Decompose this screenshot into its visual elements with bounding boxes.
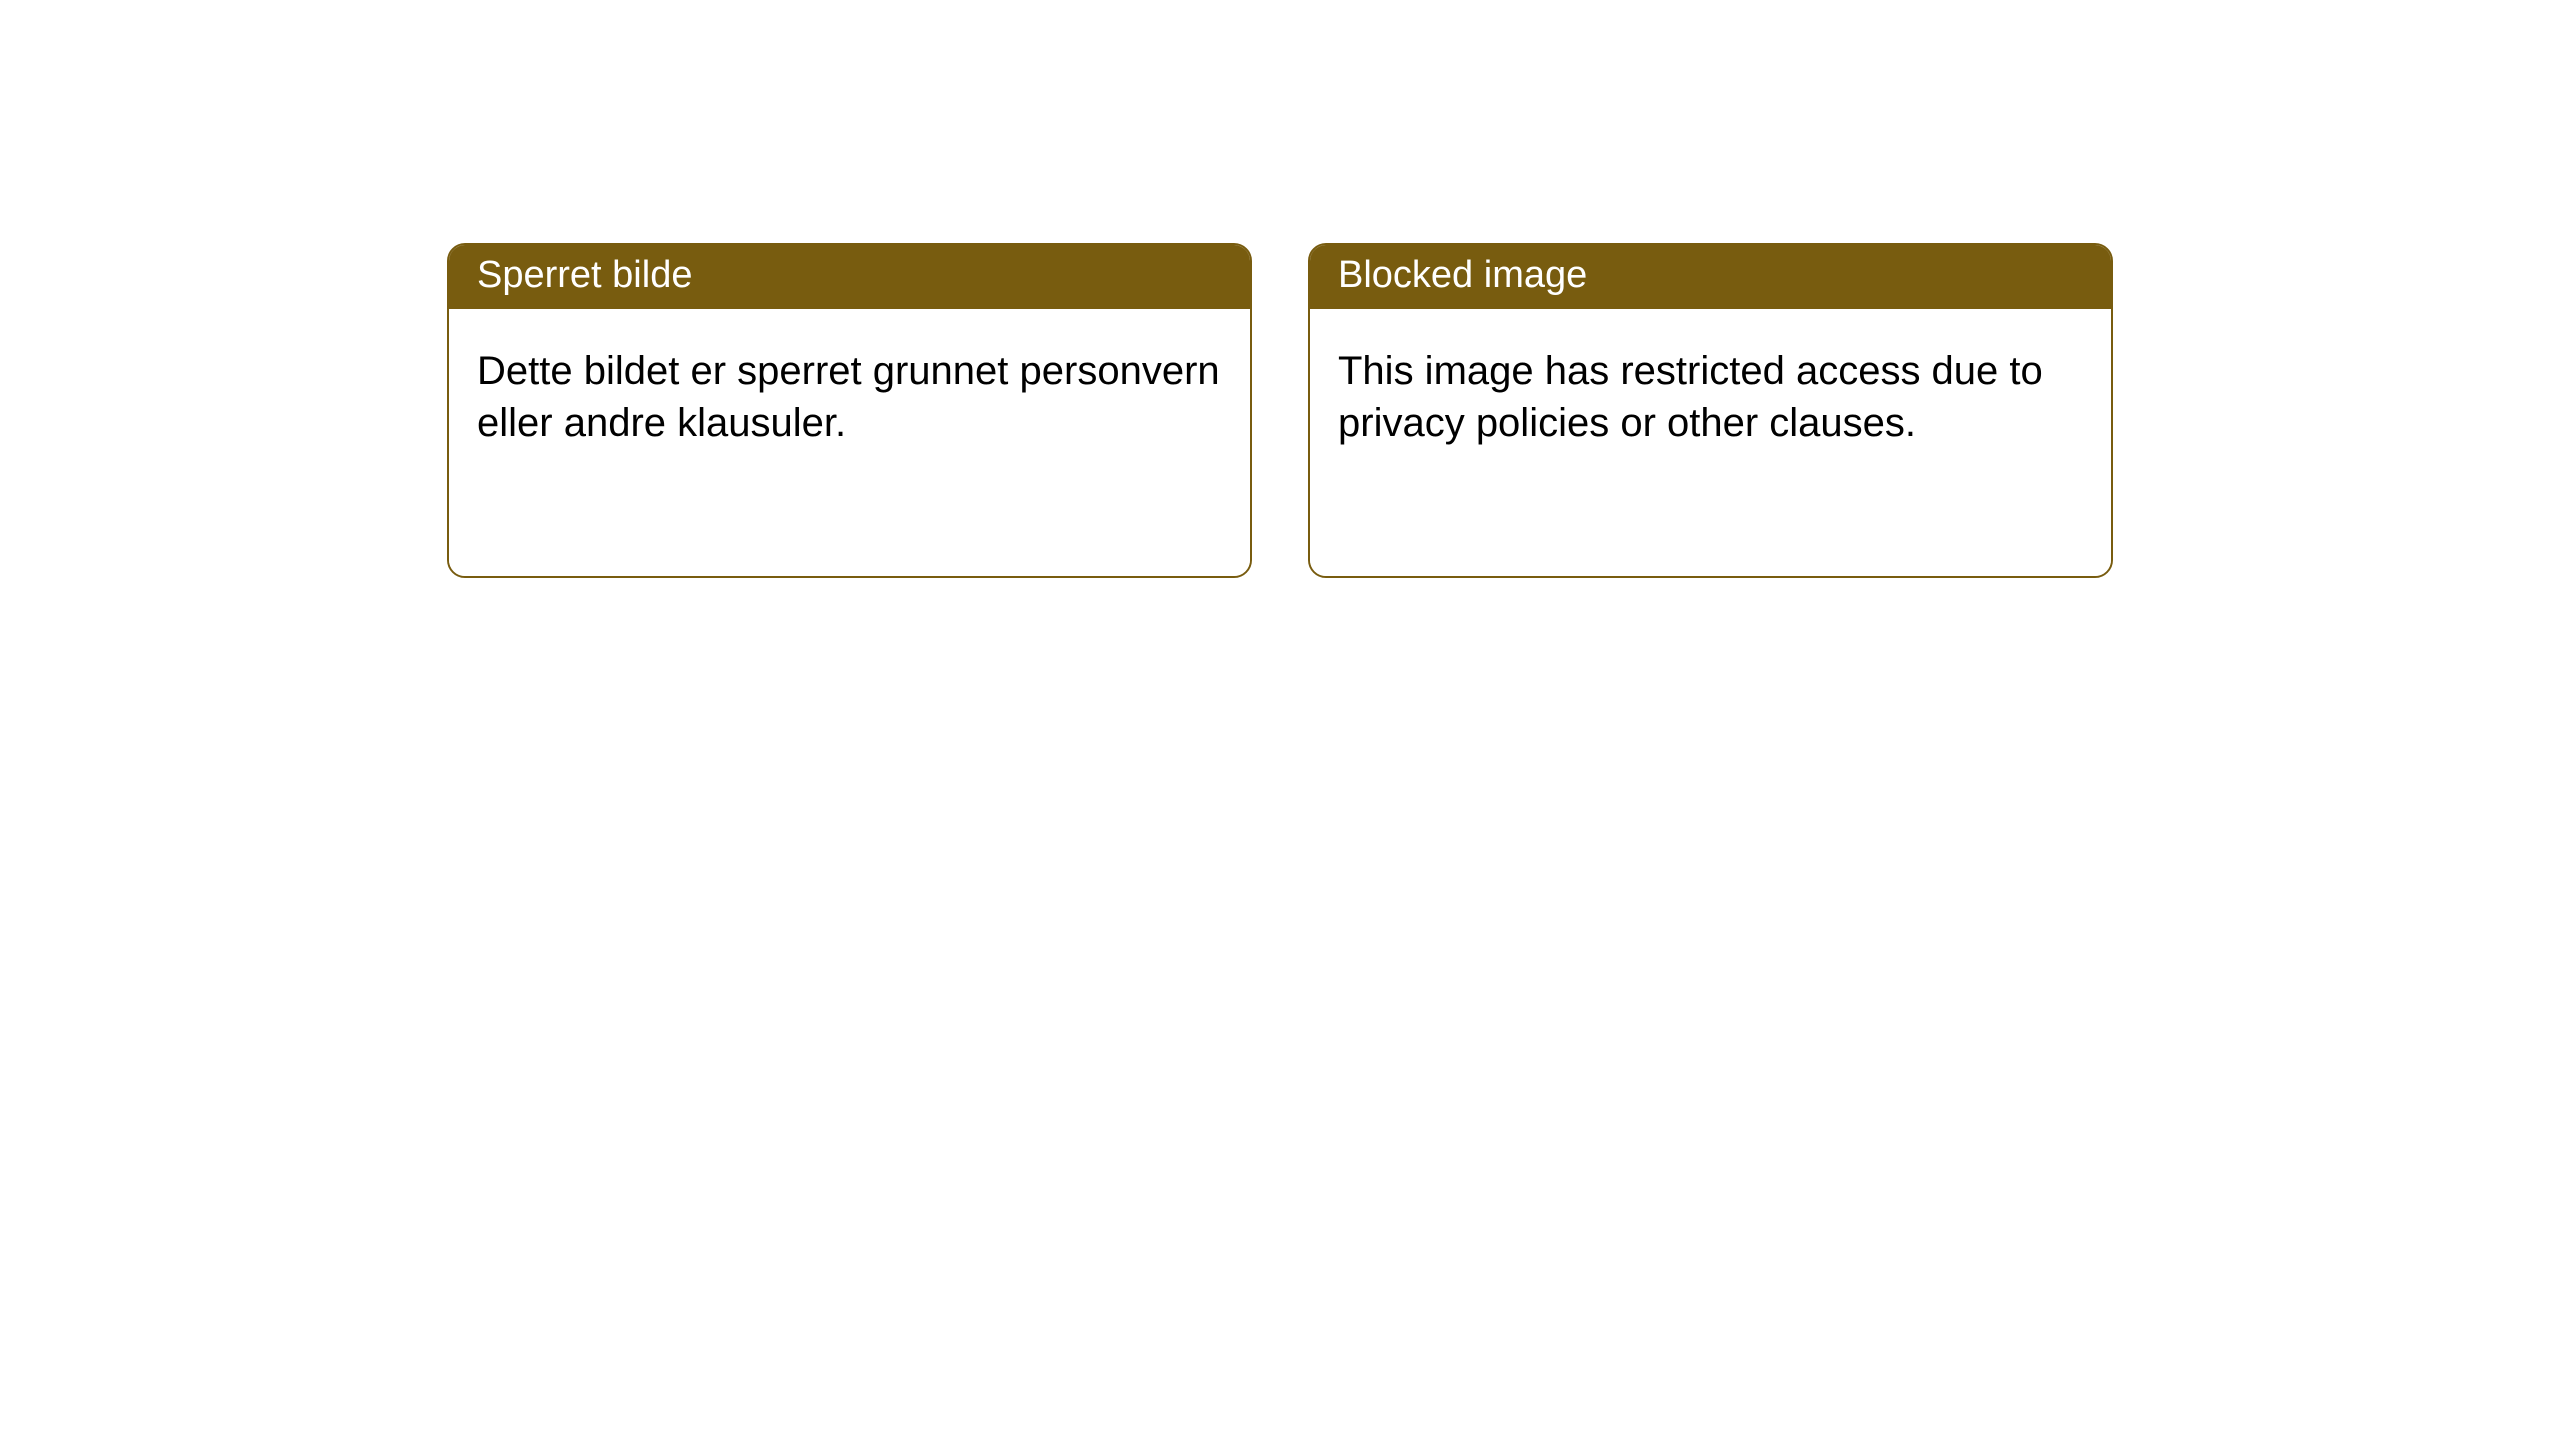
notice-card-norwegian: Sperret bilde Dette bildet er sperret gr… — [447, 243, 1252, 578]
notice-body-english: This image has restricted access due to … — [1310, 309, 2111, 576]
notice-header-norwegian: Sperret bilde — [449, 245, 1250, 309]
notice-body-norwegian: Dette bildet er sperret grunnet personve… — [449, 309, 1250, 576]
notice-container: Sperret bilde Dette bildet er sperret gr… — [447, 243, 2113, 578]
notice-card-english: Blocked image This image has restricted … — [1308, 243, 2113, 578]
notice-header-english: Blocked image — [1310, 245, 2111, 309]
